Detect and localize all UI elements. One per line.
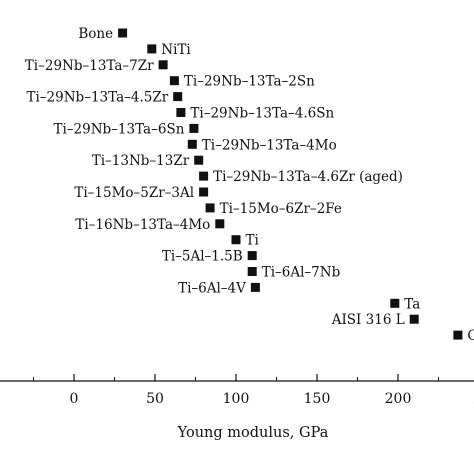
- x-tick-label: 0: [70, 391, 79, 407]
- point-label: Ti–29Nb–13Ta–4.6Zr (aged): [213, 169, 403, 185]
- point-label: NiTi: [161, 42, 191, 58]
- point-label: Ti–13Nb–13Zr: [92, 153, 190, 169]
- data-point: [215, 219, 225, 229]
- x-axis-ticks: 0501001502002: [33, 374, 474, 407]
- point-label: Ti–29Nb–13Ta–6Sn: [53, 121, 184, 137]
- point-label: Ti–5Al–1.5B: [162, 249, 243, 265]
- data-point: [173, 92, 183, 102]
- point-label: Ti–29Nb–13Ta–4.6Sn: [190, 106, 334, 122]
- data-point: [231, 235, 241, 245]
- data-point: [158, 60, 168, 70]
- point-label: Ti–6Al–4V: [178, 280, 246, 296]
- point-label: Ti: [246, 233, 260, 249]
- point-label: Ti–29Nb–13Ta–4.5Zr: [26, 90, 168, 106]
- data-point: [199, 187, 209, 197]
- point-label: Ta: [404, 296, 420, 312]
- data-point: [189, 123, 199, 133]
- point-label: Ti–15Mo–5Zr–3Al: [74, 185, 194, 201]
- data-point: [187, 139, 197, 149]
- data-point: [176, 108, 186, 117]
- x-tick-label: 150: [304, 391, 331, 407]
- data-point: [247, 251, 257, 261]
- point-label: Ti–15Mo–6Zr–2Fe: [220, 201, 342, 217]
- point-label: Ti–29Nb–13Ta–2Sn: [184, 74, 315, 90]
- x-axis-title: Young modulus, GPa: [177, 425, 329, 441]
- point-label: AISI 316 L: [331, 312, 405, 328]
- point-label: Ti–6Al–7Nb: [262, 265, 341, 281]
- point-label: Ti–16Nb–13Ta–4Mo: [75, 217, 210, 233]
- data-point: [409, 314, 419, 324]
- data-point: [247, 267, 257, 276]
- chart-marks: Bone NiTi Ti–29Nb–13Ta–7Zr Ti–29Nb–13Ta–2Sn…: [25, 26, 474, 344]
- point-label: Ti–29Nb–13Ta–7Zr: [25, 58, 154, 74]
- point-label: Ti–29Nb–13Ta–4Mo: [202, 137, 337, 153]
- data-point: [118, 28, 128, 38]
- data-point: [453, 330, 463, 340]
- point-label: C: [467, 328, 474, 344]
- x-tick-label: 100: [223, 391, 250, 407]
- x-tick-label: 50: [146, 391, 164, 407]
- data-point: [250, 282, 260, 292]
- data-point: [390, 298, 400, 308]
- data-point: [194, 155, 204, 165]
- point-label: Bone: [78, 26, 113, 42]
- data-point: [205, 203, 215, 213]
- x-tick-label: 200: [385, 391, 412, 407]
- data-point: [147, 44, 157, 54]
- data-point: [199, 171, 209, 181]
- data-point: [169, 76, 179, 86]
